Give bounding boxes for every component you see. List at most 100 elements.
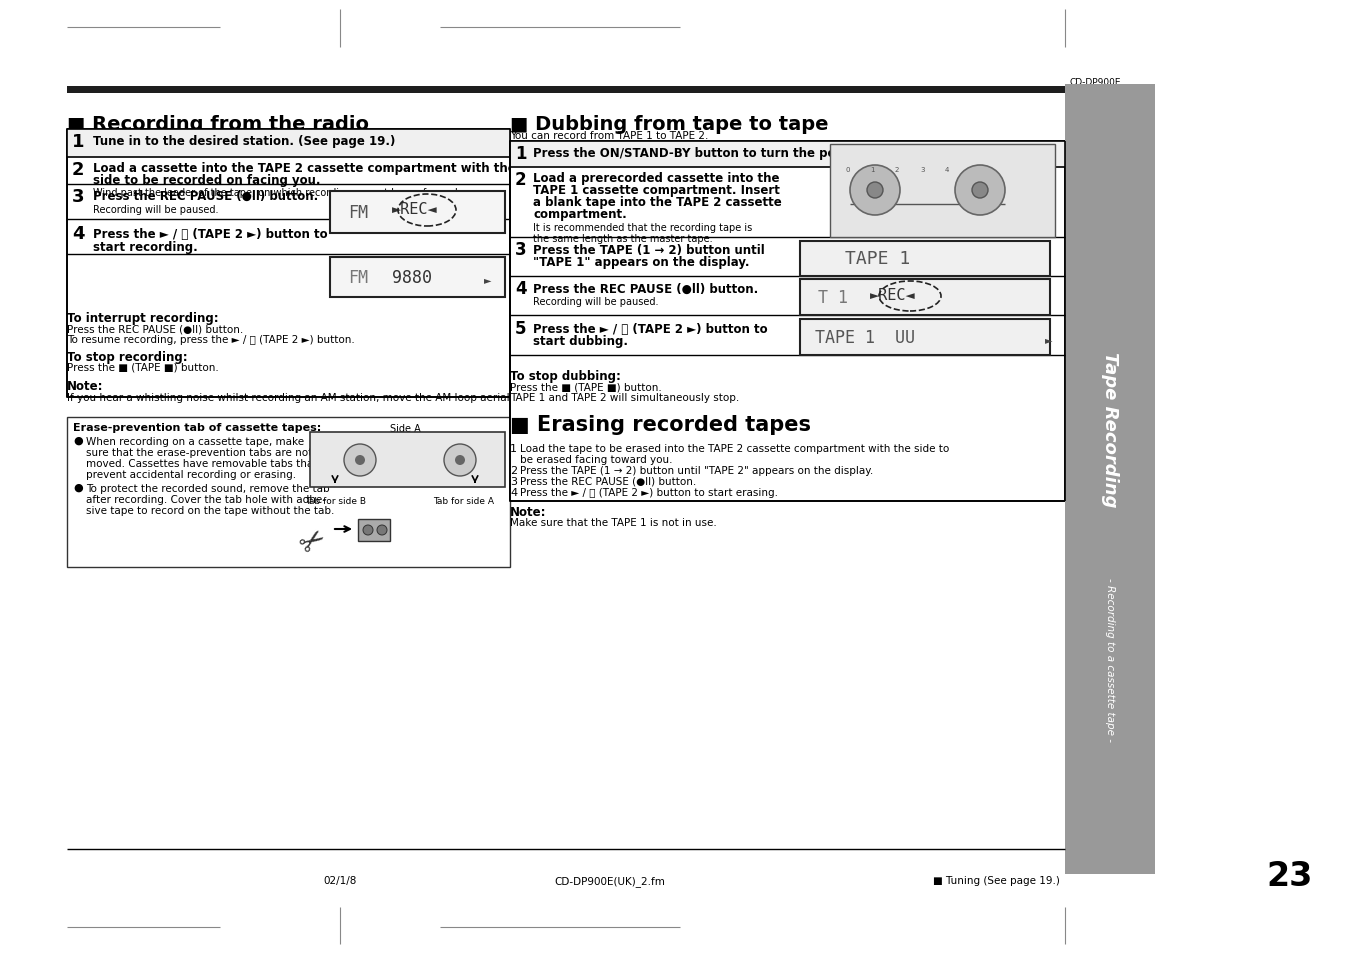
Text: 1: 1	[72, 132, 85, 151]
Bar	[509, 142, 1065, 501]
Circle shape	[377, 525, 386, 536]
Text: 0: 0	[844, 167, 850, 172]
Text: sive tape to record on the tape without the tab.: sive tape to record on the tape without …	[86, 505, 335, 516]
Text: ■ Tuning (See page 19.): ■ Tuning (See page 19.)	[934, 875, 1061, 885]
Text: Press the ON/STAND-BY button to turn the power on.: Press the ON/STAND-BY button to turn the…	[534, 147, 885, 160]
Text: ●: ●	[73, 436, 82, 446]
Text: FM: FM	[349, 204, 367, 222]
Bar	[830, 145, 1055, 237]
Bar	[358, 519, 390, 541]
Text: ►: ►	[1046, 335, 1052, 345]
Text: ►REC◄: ►REC◄	[392, 202, 438, 217]
Text: To protect the recorded sound, remove the tab: To protect the recorded sound, remove th…	[86, 483, 330, 494]
Text: ✂: ✂	[295, 522, 332, 560]
Bar	[68, 130, 509, 397]
Text: REC: REC	[490, 194, 504, 201]
Bar	[800, 319, 1050, 355]
Circle shape	[363, 525, 373, 536]
Text: start dubbing.: start dubbing.	[534, 335, 628, 348]
Text: Tune in to the desired station. (See page 19.): Tune in to the desired station. (See pag…	[93, 135, 396, 148]
Bar	[68, 130, 509, 158]
Bar	[800, 242, 1050, 276]
Text: Press the TAPE (1 → 2) button until: Press the TAPE (1 → 2) button until	[534, 244, 765, 256]
Text: the same length as the master tape.: the same length as the master tape.	[534, 233, 712, 244]
Text: TAPE 1  UU: TAPE 1 UU	[815, 329, 915, 347]
Text: 02/1/8: 02/1/8	[323, 875, 357, 885]
Bar	[68, 87, 1065, 94]
Text: Side A: Side A	[390, 423, 420, 434]
Text: Press the ► / ⏪ (TAPE 2 ►) button to start erasing.: Press the ► / ⏪ (TAPE 2 ►) button to sta…	[520, 488, 778, 497]
Text: It is recommended that the recording tape is: It is recommended that the recording tap…	[534, 223, 753, 233]
Text: ►REC◄: ►REC◄	[870, 288, 916, 303]
Circle shape	[955, 166, 1005, 215]
Bar	[68, 417, 509, 567]
Text: 3: 3	[920, 167, 924, 172]
Text: sure that the erase-prevention tabs are not re-: sure that the erase-prevention tabs are …	[86, 448, 330, 457]
Text: Press the REC PAUSE (●ll) button.: Press the REC PAUSE (●ll) button.	[534, 283, 758, 295]
Text: ■ Erasing recorded tapes: ■ Erasing recorded tapes	[509, 415, 811, 435]
Text: 3: 3	[72, 188, 85, 206]
Text: Press the REC PAUSE (●ll) button.: Press the REC PAUSE (●ll) button.	[68, 324, 243, 334]
Text: MN: MN	[493, 281, 503, 286]
Text: 9880: 9880	[392, 269, 432, 287]
Text: When recording on a cassette tape, make: When recording on a cassette tape, make	[86, 436, 304, 447]
Text: CD-DP900E: CD-DP900E	[1070, 78, 1121, 87]
Text: after recording. Cover the tab hole with adhe-: after recording. Cover the tab hole with…	[86, 495, 326, 504]
Circle shape	[971, 183, 988, 199]
Text: Make sure that the TAPE 1 is not in use.: Make sure that the TAPE 1 is not in use.	[509, 517, 717, 527]
Text: "TAPE 1" appears on the display.: "TAPE 1" appears on the display.	[534, 255, 750, 269]
Text: To interrupt recording:: To interrupt recording:	[68, 312, 219, 325]
Text: To resume recording, press the ► / ⏪ (TAPE 2 ►) button.: To resume recording, press the ► / ⏪ (TA…	[68, 335, 355, 345]
Text: Note:: Note:	[509, 505, 547, 518]
Text: 4: 4	[72, 225, 85, 243]
Bar	[330, 257, 505, 297]
Text: 3: 3	[515, 241, 527, 258]
Text: Wind past the leader of the tape, on which recording cannot be performed.: Wind past the leader of the tape, on whi…	[93, 188, 461, 198]
Bar	[509, 142, 1065, 168]
Text: start recording.: start recording.	[93, 241, 197, 253]
Text: Recording will be paused.: Recording will be paused.	[534, 296, 658, 307]
Text: TAPE 1 and TAPE 2 will simultaneously stop.: TAPE 1 and TAPE 2 will simultaneously st…	[509, 393, 739, 402]
Text: Tape Recording: Tape Recording	[1101, 352, 1119, 507]
Text: Press the TAPE (1 → 2) button until "TAPE 2" appears on the display.: Press the TAPE (1 → 2) button until "TAP…	[520, 465, 873, 476]
Bar	[309, 433, 505, 488]
Text: Tab for side B: Tab for side B	[305, 497, 366, 505]
Text: T 1: T 1	[817, 289, 848, 307]
Text: ■ Recording from the radio: ■ Recording from the radio	[68, 115, 369, 133]
Bar	[1065, 85, 1155, 874]
Text: compartment.: compartment.	[534, 208, 627, 221]
Text: ●: ●	[73, 482, 82, 493]
Text: If you hear a whistling noise whilst recording an AM station, move the AM loop a: If you hear a whistling noise whilst rec…	[68, 393, 513, 402]
Text: FM: FM	[349, 269, 367, 287]
Circle shape	[355, 456, 365, 465]
Text: TAPE 1 cassette compartment. Insert: TAPE 1 cassette compartment. Insert	[534, 184, 780, 196]
Text: ■ Dubbing from tape to tape: ■ Dubbing from tape to tape	[509, 115, 828, 133]
Circle shape	[850, 166, 900, 215]
Text: a blank tape into the TAPE 2 cassette: a blank tape into the TAPE 2 cassette	[534, 195, 782, 209]
Text: 2: 2	[894, 167, 900, 172]
Text: Erase-prevention tab of cassette tapes:: Erase-prevention tab of cassette tapes:	[73, 422, 322, 433]
Text: Press the ► / ⏪ (TAPE 2 ►) button to: Press the ► / ⏪ (TAPE 2 ►) button to	[534, 323, 767, 335]
Text: To stop dubbing:: To stop dubbing:	[509, 370, 621, 382]
Text: 5: 5	[515, 319, 527, 337]
Text: Recording will be paused.: Recording will be paused.	[93, 205, 219, 214]
Text: REC: REC	[1029, 323, 1044, 329]
Circle shape	[345, 444, 376, 476]
Text: You can record from TAPE 1 to TAPE 2.: You can record from TAPE 1 to TAPE 2.	[509, 131, 708, 141]
Text: Press the ■ (TAPE ■) button.: Press the ■ (TAPE ■) button.	[68, 363, 219, 373]
Text: ►: ►	[484, 274, 492, 285]
Text: 23: 23	[1267, 859, 1313, 892]
Circle shape	[444, 444, 476, 476]
Text: Press the ■ (TAPE ■) button.: Press the ■ (TAPE ■) button.	[509, 381, 662, 392]
Text: Tab for side A: Tab for side A	[434, 497, 494, 505]
Text: 2: 2	[72, 161, 85, 179]
Text: Press the ► / ⏪ (TAPE 2 ►) button to: Press the ► / ⏪ (TAPE 2 ►) button to	[93, 228, 328, 241]
Text: 2: 2	[515, 171, 527, 189]
Text: prevent accidental recording or erasing.: prevent accidental recording or erasing.	[86, 470, 296, 479]
Text: moved. Cassettes have removable tabs that: moved. Cassettes have removable tabs tha…	[86, 458, 317, 469]
Text: 2: 2	[509, 465, 517, 476]
Text: Load a cassette into the TAPE 2 cassette compartment with the: Load a cassette into the TAPE 2 cassette…	[93, 162, 516, 174]
Text: Press the REC PAUSE (●ll) button.: Press the REC PAUSE (●ll) button.	[520, 476, 696, 486]
Text: 4: 4	[515, 280, 527, 297]
Text: - Recording to a cassette tape -: - Recording to a cassette tape -	[1105, 578, 1115, 741]
